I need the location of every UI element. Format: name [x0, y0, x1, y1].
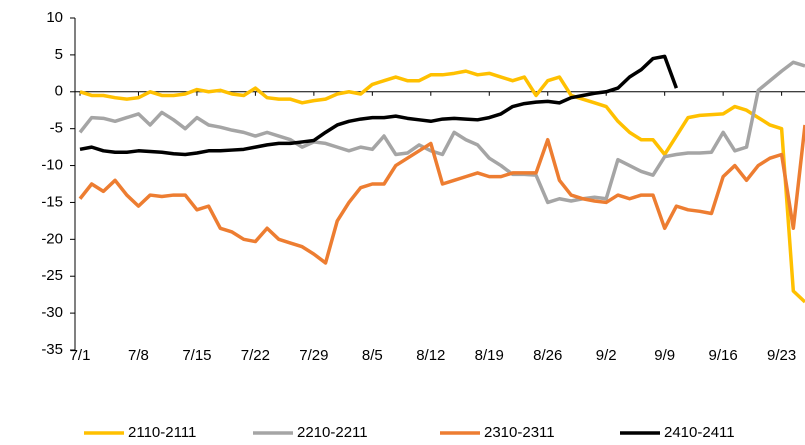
legend-label: 2210-2211	[297, 424, 368, 441]
legend-label: 2410-2411	[664, 424, 735, 441]
legend-label: 2110-2111	[128, 424, 196, 441]
y-tick-label: -25	[41, 267, 63, 284]
x-tick-label: 7/8	[128, 347, 149, 364]
x-tick-label: 7/1	[70, 347, 91, 364]
y-tick-label: -30	[41, 304, 63, 321]
x-tick-label: 9/16	[709, 347, 738, 364]
x-tick-label: 7/22	[241, 347, 270, 364]
y-tick-label: -15	[41, 193, 63, 210]
series-line	[79, 54, 679, 157]
x-tick-label: 9/2	[596, 347, 617, 364]
y-tick-label: 10	[46, 9, 63, 26]
x-tick-label: 8/5	[362, 347, 383, 364]
x-tick-label: 9/9	[654, 347, 675, 364]
x-tick-label: 8/26	[533, 347, 562, 364]
y-tick-label: -35	[41, 341, 63, 358]
series-line	[79, 69, 805, 304]
x-tick-label: 7/15	[182, 347, 211, 364]
x-tick-label: 7/29	[299, 347, 328, 364]
y-tick-label: 5	[55, 46, 63, 63]
y-tick-label: -20	[41, 230, 63, 247]
series-line	[78, 60, 805, 205]
x-tick-label: 8/12	[416, 347, 445, 364]
x-tick-label: 9/23	[767, 347, 796, 364]
y-tick-label: 0	[55, 83, 63, 100]
x-tick-label: 8/19	[475, 347, 504, 364]
y-tick-label: -10	[41, 157, 63, 174]
series-line	[78, 124, 805, 265]
y-tick-label: -5	[50, 120, 63, 137]
legend-label: 2310-2311	[484, 424, 555, 441]
